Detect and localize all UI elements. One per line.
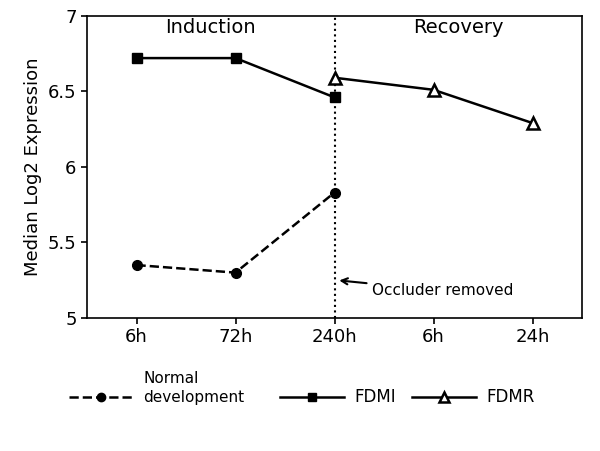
Text: FDMR: FDMR <box>486 388 535 406</box>
Text: Occluder removed: Occluder removed <box>341 278 514 298</box>
Text: Induction: Induction <box>166 18 256 37</box>
Text: FDMI: FDMI <box>354 388 396 406</box>
Text: Recovery: Recovery <box>413 18 503 37</box>
Text: Normal
development: Normal development <box>143 371 244 405</box>
Y-axis label: Median Log2 Expression: Median Log2 Expression <box>24 58 42 276</box>
